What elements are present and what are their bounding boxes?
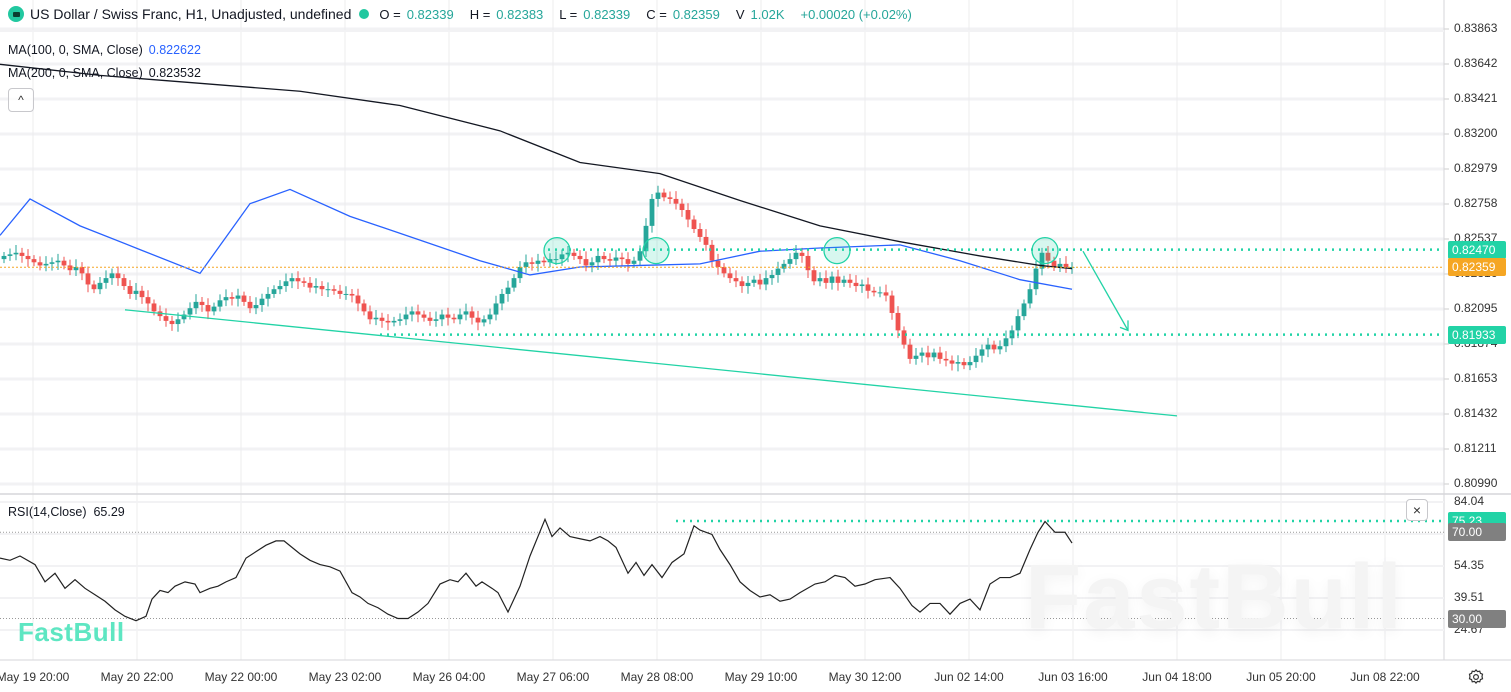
chart-legend-header: US Dollar / Swiss Franc, H1, Unadjusted,… (8, 6, 912, 22)
price-tick-label: 0.83200 (1454, 126, 1498, 140)
volume-label: V (735, 6, 745, 22)
time-tick-label: May 22 00:00 (204, 670, 278, 684)
rsi-tick-label: 84.04 (1454, 494, 1485, 508)
time-tick-label: Jun 05 20:00 (1246, 670, 1316, 684)
price-tick-label: 0.80990 (1454, 476, 1498, 490)
price-tick-label: 0.81653 (1454, 371, 1498, 385)
price-tick-label: 0.82095 (1454, 301, 1498, 315)
symbol-logo-icon (8, 6, 24, 22)
ma100-value: 0.822622 (148, 43, 201, 57)
time-tick-label: May 23 02:00 (308, 670, 382, 684)
price-tick-label: 0.82979 (1454, 161, 1498, 175)
price-change: +0.00020 (+0.02%) (800, 6, 912, 22)
time-tick-label: Jun 03 16:00 (1038, 670, 1108, 684)
high-label: H = (469, 6, 491, 22)
high-value: 0.82383 (496, 6, 544, 22)
rsi-value: 65.29 (93, 505, 125, 519)
open-label: O = (379, 6, 401, 22)
gear-icon (1468, 668, 1484, 684)
rsi-tag: 30.00 (1448, 609, 1506, 628)
time-tick-label: May 27 06:00 (516, 670, 590, 684)
price-tag-support: 0.81933 (1448, 325, 1506, 344)
time-tick-label: May 28 08:00 (620, 670, 694, 684)
close-icon: × (1412, 502, 1422, 518)
time-tick-label: Jun 02 14:00 (934, 670, 1004, 684)
ma100-label: MA(100, 0, SMA, Close) (8, 43, 143, 57)
market-status-dot-icon (359, 9, 370, 19)
watermark-logo: FastBull (18, 617, 125, 647)
price-tick-label: 0.83642 (1454, 56, 1498, 70)
low-value: 0.82339 (583, 6, 631, 22)
low-label: L = (559, 6, 578, 22)
price-tick-label: 0.82758 (1454, 196, 1498, 210)
watermark-large: FastBull (1025, 546, 1404, 648)
open-value: 0.82339 (406, 6, 454, 22)
ma200-value: 0.823532 (148, 66, 201, 80)
close-rsi-pane-button[interactable]: × (1406, 499, 1428, 521)
ma100-legend[interactable]: MA(100, 0, SMA, Close) 0.822622 (8, 43, 201, 57)
price-tick-label: 0.83863 (1454, 21, 1498, 35)
close-value: 0.82359 (672, 6, 720, 22)
price-tick-label: 0.81432 (1454, 406, 1498, 420)
price-tick-label: 0.81211 (1454, 441, 1497, 455)
time-tick-label: May 26 04:00 (412, 670, 486, 684)
time-tick-label: May 30 12:00 (828, 670, 902, 684)
ma200-legend[interactable]: MA(200, 0, SMA, Close) 0.823532 (8, 66, 201, 80)
close-label: C = (646, 6, 667, 22)
time-tick-label: Jun 08 22:00 (1350, 670, 1420, 684)
chart-settings-button[interactable] (1467, 668, 1485, 686)
rsi-legend[interactable]: RSI(14,Close) 65.29 (8, 505, 125, 519)
price-tag-last: 0.82359 (1448, 258, 1506, 277)
time-tick-label: Jun 04 18:00 (1142, 670, 1212, 684)
time-tick-label: May 19 20:00 (0, 670, 70, 684)
price-tick-label: 0.83421 (1454, 91, 1498, 105)
collapse-legend-button[interactable]: ^ (8, 88, 34, 112)
rsi-tick-label: 54.35 (1454, 558, 1485, 572)
chevron-up-icon: ^ (18, 93, 24, 107)
rsi-tick-label: 39.51 (1454, 590, 1485, 604)
time-tick-label: May 20 22:00 (100, 670, 174, 684)
price-tag-resistance: 0.82470 (1448, 240, 1506, 259)
ma200-label: MA(200, 0, SMA, Close) (8, 66, 143, 80)
symbol-title[interactable]: US Dollar / Swiss Franc, H1, Unadjusted,… (30, 6, 352, 22)
time-tick-label: May 29 10:00 (724, 670, 798, 684)
rsi-tag: 70.00 (1448, 523, 1506, 542)
volume-value: 1.02K (750, 6, 785, 22)
rsi-label: RSI(14,Close) (8, 505, 87, 519)
